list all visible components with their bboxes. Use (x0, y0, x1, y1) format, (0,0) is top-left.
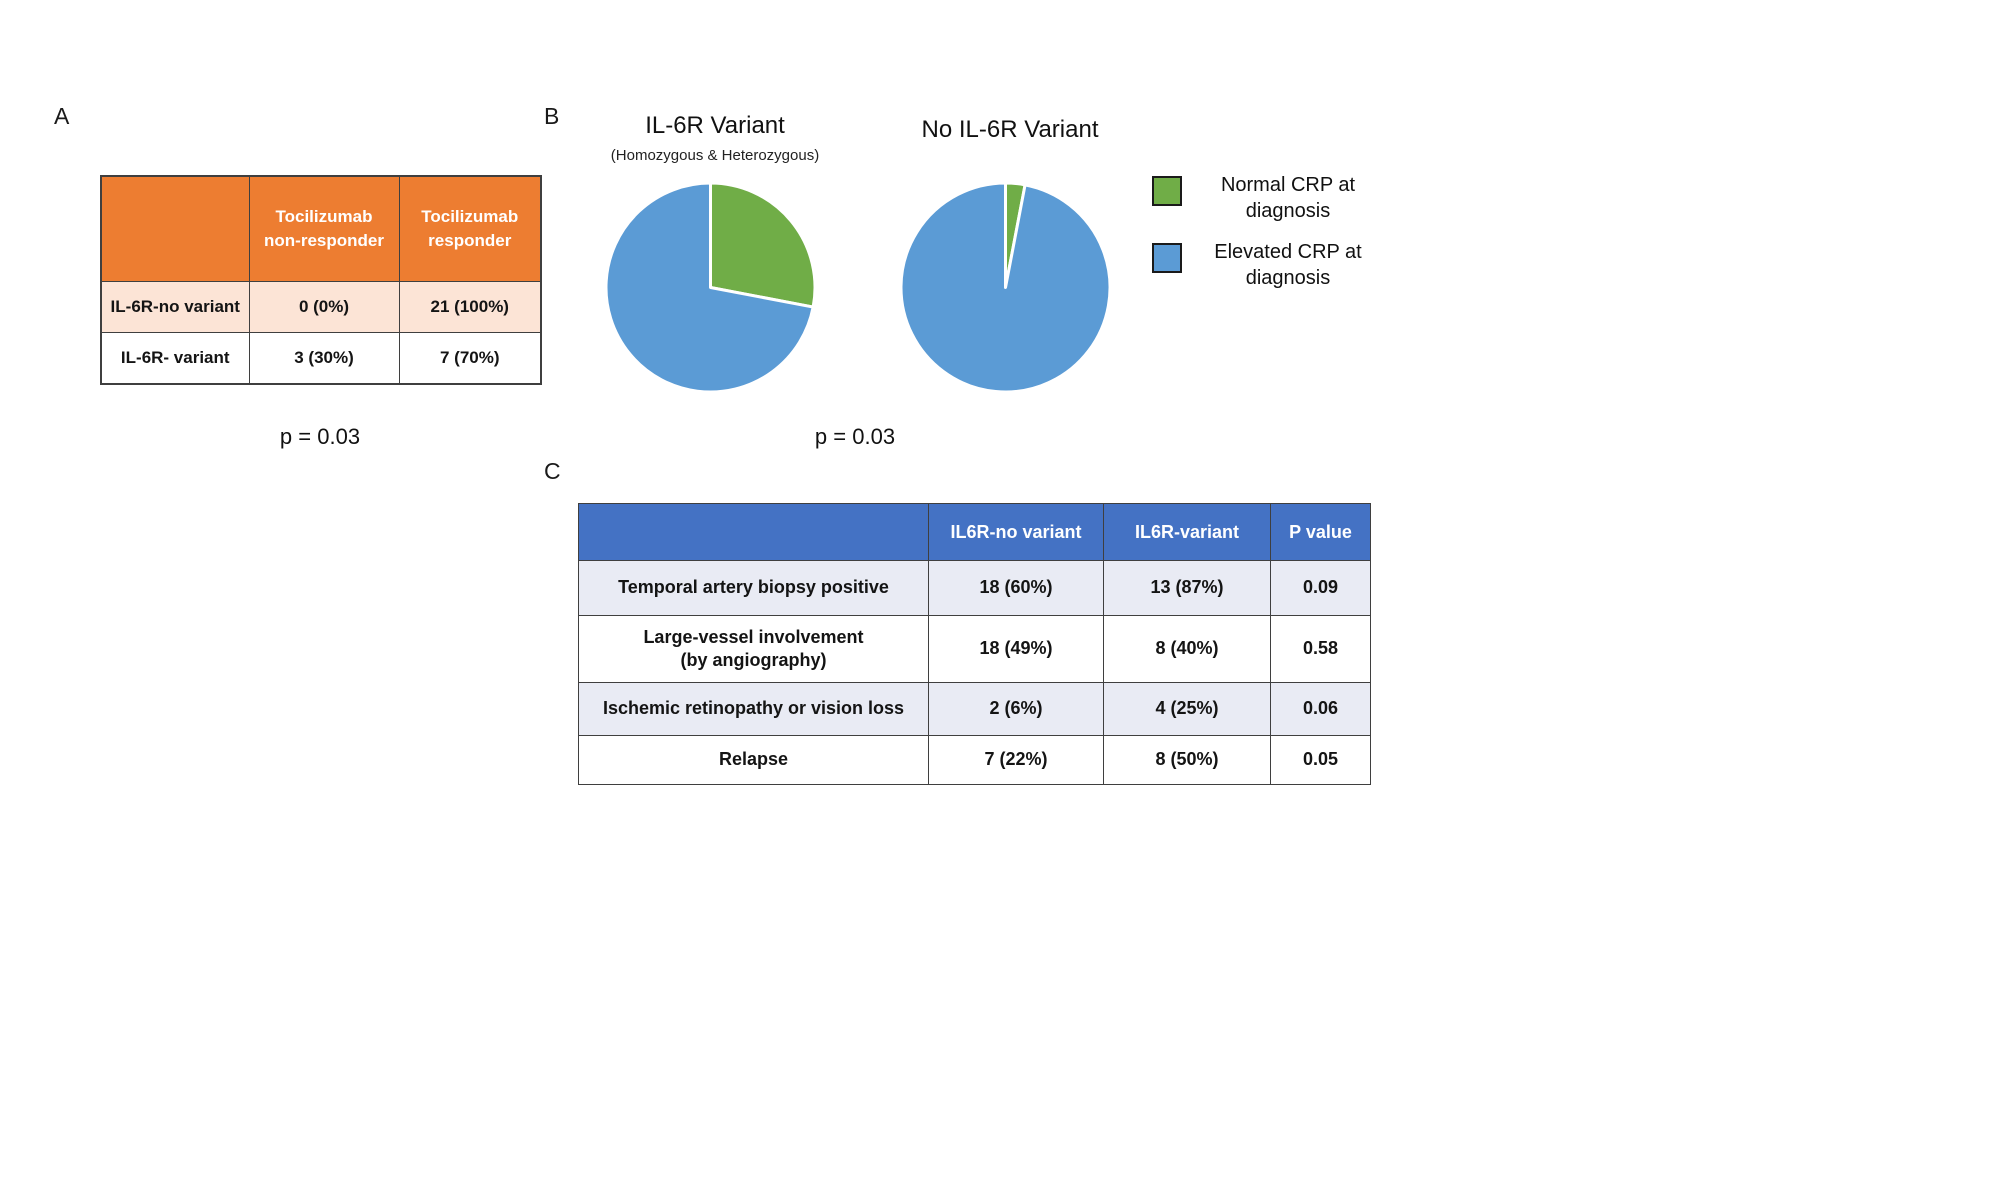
pie-il6r-variant-subtitle: (Homozygous & Heterozygous) (610, 147, 820, 164)
legend-label-normal-crp: Normal CRP at diagnosis (1220, 174, 1356, 222)
legend-swatch-normal-crp (1152, 176, 1182, 206)
table-c-row-label: Relapse (578, 735, 929, 785)
table-c-cell: 0.58 (1270, 615, 1371, 683)
table-c-header-pvalue: P value (1270, 503, 1371, 561)
pie-chart-no-il6r-variant (898, 180, 1113, 395)
table-c-cell: 7 (22%) (928, 735, 1104, 785)
legend-swatch-elevated-crp (1152, 243, 1182, 273)
table-row: IL-6R- variant 3 (30%) 7 (70%) (100, 332, 542, 385)
table-c-header-blank (578, 503, 929, 561)
table-c-cell: 0.06 (1270, 682, 1371, 736)
panel-a-label: A (54, 103, 70, 129)
pie-chart-il6r-variant (603, 180, 818, 395)
table-a-cell: 7 (70%) (398, 332, 542, 385)
panel-a-p-value: p = 0.03 (279, 424, 361, 449)
table-c-cell: 18 (60%) (928, 560, 1104, 616)
pie-no-il6r-variant-title: No IL-6R Variant (921, 116, 1099, 143)
table-c-row-label: Large-vessel involvement (by angiography… (578, 615, 929, 683)
pie-il6r-variant-title: IL-6R Variant (645, 112, 785, 139)
pie-slice (899, 181, 1112, 394)
table-a-cell: 21 (100%) (398, 281, 542, 333)
table-c-header-variant: IL6R-variant (1103, 503, 1271, 561)
panel-b-p-value: p = 0.03 (814, 424, 896, 449)
table-c-cell: 0.09 (1270, 560, 1371, 616)
table-c-cell: 4 (25%) (1103, 682, 1271, 736)
table-c-row-label: Temporal artery biopsy positive (578, 560, 929, 616)
table-row: Temporal artery biopsy positive 18 (60%)… (578, 560, 1371, 616)
table-row: IL-6R-no variant 0 (0%) 21 (100%) (100, 281, 542, 333)
table-row: Large-vessel involvement (by angiography… (578, 615, 1371, 683)
table-a-header-blank (100, 175, 250, 282)
table-row: Ischemic retinopathy or vision loss 2 (6… (578, 682, 1371, 736)
table-c-cell: 8 (40%) (1103, 615, 1271, 683)
table-a-cell: 0 (0%) (248, 281, 400, 333)
table-c-cell: 18 (49%) (928, 615, 1104, 683)
table-c-header-row: IL6R-no variant IL6R-variant P value (578, 503, 1371, 561)
table-a-header-nonresponder: Tocilizumab non-responder (248, 175, 400, 282)
table-row: Relapse 7 (22%) 8 (50%) 0.05 (578, 735, 1371, 785)
table-a-row-label: IL-6R-no variant (100, 281, 250, 333)
tocilizumab-response-table: Tocilizumab non-responder Tocilizumab re… (100, 175, 542, 385)
panel-c-label: C (544, 458, 561, 484)
clinical-features-table: IL6R-no variant IL6R-variant P value Tem… (578, 503, 1371, 785)
table-c-cell: 13 (87%) (1103, 560, 1271, 616)
table-a-row-label: IL-6R- variant (100, 332, 250, 385)
table-c-row-label: Ischemic retinopathy or vision loss (578, 682, 929, 736)
legend-label-elevated-crp: Elevated CRP at diagnosis (1214, 241, 1362, 289)
table-c-cell: 2 (6%) (928, 682, 1104, 736)
table-a-cell: 3 (30%) (248, 332, 400, 385)
table-c-cell: 8 (50%) (1103, 735, 1271, 785)
table-c-cell: 0.05 (1270, 735, 1371, 785)
pie-slice (709, 181, 817, 309)
table-c-header-no-variant: IL6R-no variant (928, 503, 1104, 561)
table-a-header-row: Tocilizumab non-responder Tocilizumab re… (100, 175, 542, 282)
pie-slice (604, 181, 815, 394)
table-a-header-responder: Tocilizumab responder (398, 175, 542, 282)
panel-b-label: B (544, 103, 560, 129)
